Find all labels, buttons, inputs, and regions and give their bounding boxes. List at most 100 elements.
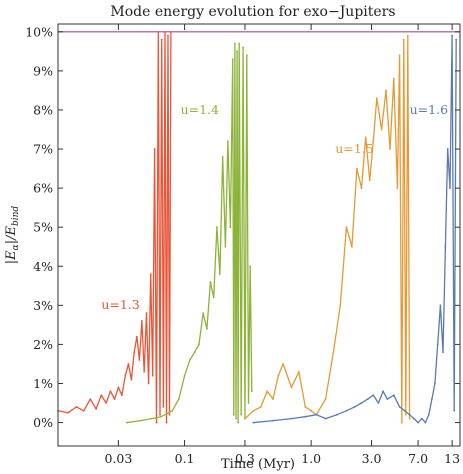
data-point — [245, 54, 248, 57]
data-point — [240, 413, 243, 416]
data-point — [159, 413, 161, 416]
data-point — [127, 363, 130, 365]
data-point — [247, 402, 250, 404]
series-label-u13: u=1.3 — [101, 297, 139, 312]
data-point — [235, 417, 237, 420]
y-axis-label: |Eα|/Ebind — [4, 206, 21, 265]
data-point — [453, 409, 456, 412]
data-point — [95, 408, 97, 410]
data-point — [126, 421, 128, 424]
data-point — [216, 226, 218, 229]
y-tick-label: 5% — [33, 220, 53, 235]
data-point — [345, 409, 348, 412]
data-point — [444, 245, 447, 248]
data-point — [398, 406, 401, 408]
y-tick-label: 6% — [33, 181, 53, 196]
data-point — [149, 273, 152, 275]
data-point — [100, 394, 103, 397]
y-tick-label: 4% — [33, 259, 53, 274]
x-axis: 0.03 0.1 0.3 1.0 3.0 7.0 13 — [104, 24, 460, 466]
data-point — [138, 359, 141, 361]
data-point — [141, 320, 143, 322]
data-point — [366, 398, 369, 400]
data-point — [304, 415, 307, 418]
data-point — [162, 406, 165, 408]
x-tick-label: 1.0 — [301, 451, 321, 466]
data-point — [382, 390, 384, 393]
x-tick-label: 0.3 — [235, 451, 255, 466]
data-point — [155, 421, 158, 424]
data-point — [446, 148, 449, 150]
data-point — [413, 417, 415, 420]
data-point — [252, 409, 255, 412]
data-point — [188, 359, 191, 361]
data-point — [324, 398, 327, 400]
data-point — [147, 382, 150, 385]
data-point — [282, 363, 284, 365]
data-point — [171, 409, 174, 412]
data-point — [82, 409, 85, 412]
y-tick-label: 0% — [33, 415, 53, 430]
data-point — [310, 409, 312, 412]
y-tick-label: 7% — [33, 142, 53, 157]
data-point — [183, 374, 186, 377]
x-tick-label: 13 — [444, 451, 460, 466]
data-point — [167, 34, 169, 37]
data-point — [259, 406, 262, 408]
data-point — [150, 417, 153, 420]
data-point — [451, 34, 453, 37]
data-point — [164, 30, 166, 33]
y-tick-label: 3% — [33, 298, 53, 313]
data-point — [332, 351, 335, 354]
data-point — [449, 187, 451, 190]
data-point — [266, 390, 269, 393]
data-point — [290, 417, 293, 420]
data-point — [442, 351, 444, 354]
x-axis-label: Time (Myr) — [221, 457, 295, 472]
data-point — [89, 398, 92, 400]
x-tick-label: 7.0 — [408, 451, 428, 466]
data-point — [408, 417, 411, 420]
data-point — [360, 402, 363, 404]
data-point — [417, 421, 419, 424]
data-point — [198, 343, 200, 346]
y-tick-label: 2% — [33, 337, 53, 352]
data-point — [372, 394, 375, 397]
data-point — [406, 34, 409, 37]
data-point — [153, 148, 156, 150]
data-point — [392, 77, 395, 80]
data-point — [139, 419, 142, 422]
data-point — [117, 386, 120, 389]
series-line-u13 — [57, 31, 172, 424]
data-point — [398, 54, 401, 57]
data-point — [277, 374, 280, 377]
data-point — [431, 398, 433, 400]
data-point — [231, 58, 234, 61]
data-point — [113, 398, 116, 400]
data-point — [404, 413, 407, 416]
data-point — [177, 398, 180, 400]
data-point — [244, 417, 246, 420]
data-point — [272, 419, 274, 422]
data-point — [67, 411, 69, 414]
data-point — [160, 38, 163, 41]
data-point — [250, 390, 253, 393]
data-point — [400, 421, 403, 424]
y-tick-label: 8% — [33, 102, 53, 117]
data-point — [421, 417, 423, 420]
data-point — [403, 409, 406, 412]
data-point — [136, 335, 138, 338]
data-point — [351, 245, 353, 248]
data-point — [380, 128, 383, 131]
y-tick-label: 9% — [33, 63, 53, 78]
data-point — [424, 421, 427, 424]
data-point — [336, 413, 338, 416]
data-point — [272, 398, 274, 400]
data-point — [434, 382, 436, 385]
data-point — [324, 417, 327, 420]
plot-area: u=1.3 u=1.4 u=1.5 u=1.6 — [57, 30, 460, 424]
data-point — [151, 374, 154, 377]
data-point — [224, 245, 227, 248]
data-point — [168, 413, 171, 416]
